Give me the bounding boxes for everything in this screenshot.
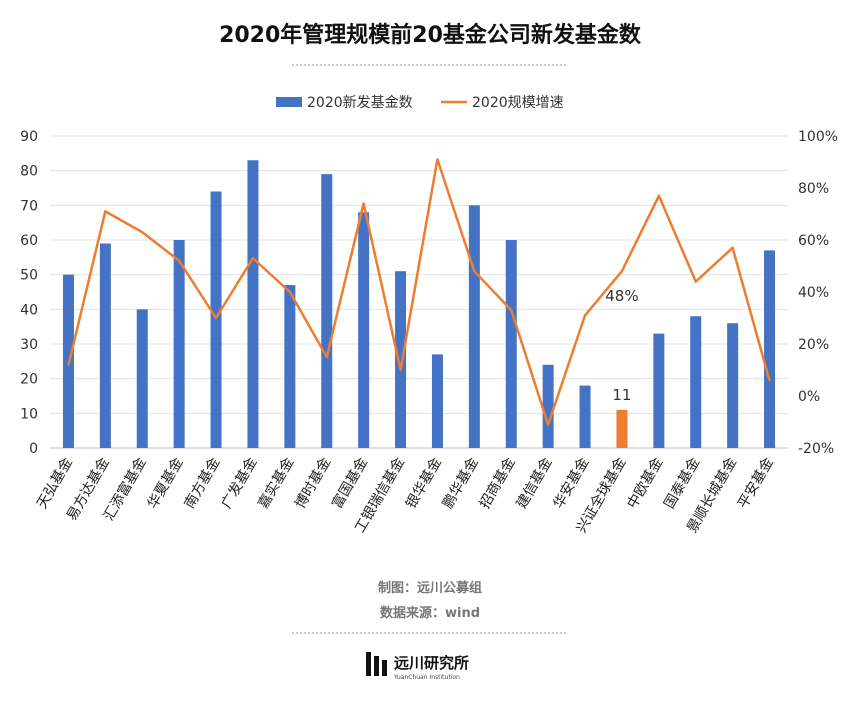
y-left-tick-label: 70 xyxy=(20,198,38,214)
x-category-label: 鹏华基金 xyxy=(439,454,482,511)
line-point xyxy=(620,270,624,273)
bar xyxy=(431,354,443,448)
x-category-label: 平安基金 xyxy=(734,455,777,512)
chart-title: 2020年管理规模前20基金公司新发基金数 xyxy=(219,22,642,48)
bar-data-label: 11 xyxy=(612,386,631,404)
bar xyxy=(542,364,554,448)
line-data-label: 48% xyxy=(605,287,638,305)
line-point xyxy=(325,355,328,359)
line-point xyxy=(473,270,476,273)
bar xyxy=(247,160,259,448)
legend-bar-label: 2020新发基金数 xyxy=(307,94,413,111)
x-category-label: 国泰基金 xyxy=(660,455,703,512)
credit-text: 制图：远川公募组 xyxy=(378,580,482,596)
y-left-tick-label: 90 xyxy=(20,129,38,145)
bar xyxy=(468,205,480,448)
line-point xyxy=(583,314,587,317)
line-point xyxy=(141,231,144,234)
bar xyxy=(358,212,370,448)
x-category-label: 华安基金 xyxy=(550,455,593,512)
growth-line xyxy=(67,158,771,426)
line-point xyxy=(510,309,513,312)
line-layer xyxy=(67,158,771,426)
x-category-label: 广发基金 xyxy=(218,455,261,512)
x-category-label: 银华基金 xyxy=(402,455,445,512)
y-left-tick-label: 80 xyxy=(20,164,38,180)
bar xyxy=(764,250,776,448)
x-category-label: 嘉实基金 xyxy=(255,455,298,512)
y-left-tick-label: 30 xyxy=(20,337,38,353)
source-text: 数据来源：wind xyxy=(380,605,480,621)
y-left-tick-label: 20 xyxy=(20,372,38,388)
bar xyxy=(173,240,185,448)
bar xyxy=(727,323,739,448)
line-point xyxy=(362,202,365,205)
bar xyxy=(321,174,333,448)
x-category-label: 南方基金 xyxy=(181,455,224,512)
grid-layer xyxy=(50,135,788,449)
bar xyxy=(99,243,111,448)
line-point xyxy=(657,194,661,197)
x-category-label: 建信基金 xyxy=(513,455,556,512)
y-left-tick-label: 60 xyxy=(20,233,38,249)
y-right-tick-label: -20% xyxy=(798,441,834,457)
x-category-label: 富国基金 xyxy=(328,455,371,512)
y-right-tick-label: 40% xyxy=(798,285,829,301)
bar xyxy=(653,333,665,448)
line-point xyxy=(177,259,181,262)
annotations: 11 48% xyxy=(605,287,638,404)
bar xyxy=(505,240,517,448)
line-point xyxy=(251,257,255,260)
legend-bar-swatch xyxy=(276,97,302,107)
line-point xyxy=(546,423,550,426)
bar xyxy=(136,309,148,448)
bars-layer xyxy=(62,160,776,448)
bar xyxy=(210,191,222,448)
brand-name: 远川研究所 xyxy=(394,654,469,672)
line-point xyxy=(67,363,70,366)
line-point xyxy=(694,280,697,283)
y-left-tick-label: 10 xyxy=(20,406,38,422)
x-category-label: 华夏基金 xyxy=(144,455,187,512)
x-category-label: 天弘基金 xyxy=(33,455,76,512)
bar xyxy=(579,385,591,448)
bar xyxy=(284,285,296,448)
line-point xyxy=(104,210,107,213)
x-category-label: 博时基金 xyxy=(291,455,334,512)
line-point xyxy=(214,316,218,320)
line-point xyxy=(288,290,292,294)
y-right-tick-label: 0% xyxy=(798,389,820,405)
x-category-label: 招商基金 xyxy=(476,455,519,512)
bar xyxy=(690,316,702,448)
line-point xyxy=(768,379,771,382)
line-point xyxy=(731,246,734,249)
x-category-label: 中欧基金 xyxy=(624,455,667,512)
legend-line-label: 2020规模增速 xyxy=(472,95,564,111)
y-left-tick-label: 40 xyxy=(20,302,38,318)
y-right-tick-label: 80% xyxy=(798,181,829,197)
line-point xyxy=(436,158,439,161)
brand-logo-icon xyxy=(366,652,387,676)
y-left-tick-label: 50 xyxy=(20,268,38,284)
y-left-tick-label: 0 xyxy=(29,441,38,457)
y-right-tick-label: 60% xyxy=(798,233,829,249)
brand-subtitle: YuanChuan Institution xyxy=(393,674,460,681)
line-point xyxy=(399,368,402,372)
y-right-tick-label: 20% xyxy=(798,337,829,353)
y-right-tick-label: 100% xyxy=(798,129,838,145)
bar xyxy=(616,409,628,448)
bar xyxy=(395,271,407,448)
